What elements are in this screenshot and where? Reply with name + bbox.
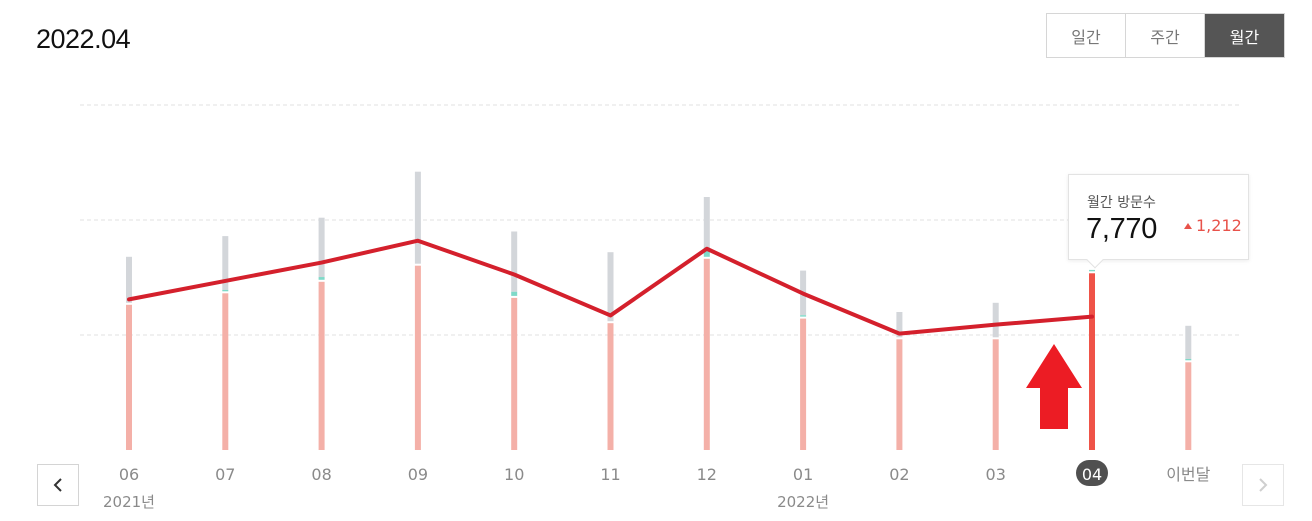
tooltip-label: 월간 방문수	[1087, 195, 1156, 211]
annotation-layer	[1026, 344, 1082, 429]
trend-line-layer	[127, 238, 1094, 336]
tooltip-delta-value: 1,212	[1196, 216, 1242, 235]
bar-top-3	[414, 171, 421, 264]
bar-top-6	[703, 197, 710, 248]
bar-top-2	[318, 217, 325, 278]
bar-top-9	[992, 302, 999, 338]
page-title: 2022.04	[36, 24, 131, 54]
x-tick-0: 06	[119, 465, 139, 484]
x-tick-3: 09	[408, 465, 428, 484]
bar-base-8	[896, 339, 903, 450]
x-tick-2: 08	[311, 465, 331, 484]
chevron-left-icon	[53, 478, 62, 492]
bar-base-6	[703, 258, 710, 450]
bar-top-0	[126, 256, 132, 303]
bar-base-11	[1185, 362, 1192, 450]
grid-layer	[80, 104, 1240, 336]
x-tick-5: 11	[600, 465, 620, 484]
chevron-right-icon	[1259, 478, 1268, 492]
period-toggle: 일간 주간 월간	[1046, 13, 1285, 58]
bar-mint-11	[1185, 358, 1192, 361]
x-tick-10: 04	[1082, 465, 1102, 484]
bars-layer	[126, 171, 1192, 450]
bar-top-4	[511, 231, 518, 292]
bar-base-4	[511, 297, 518, 450]
tooltip-value: 7,770	[1086, 213, 1158, 245]
bar-top-1	[222, 236, 229, 290]
x-tick-6: 12	[697, 465, 717, 484]
selected-tick-pill	[1076, 460, 1108, 486]
year-label-1: 2022년	[777, 493, 829, 511]
bar-mint-10	[1089, 269, 1095, 272]
x-axis: 06 07 08 09 10 11 12 01 02 03 04 이번달 2021년 2022년	[103, 460, 1211, 511]
bar-base-10	[1089, 273, 1095, 450]
tooltip-delta: 1,212	[1184, 216, 1242, 235]
bar-mint-6	[703, 247, 710, 257]
year-label-0: 2021년	[103, 493, 155, 511]
tab-monthly[interactable]: 월간	[1205, 14, 1284, 57]
bar-mint-7	[800, 315, 807, 317]
x-tick-9: 03	[986, 465, 1006, 484]
tab-weekly[interactable]: 주간	[1126, 14, 1205, 57]
chart-tooltip: 월간 방문수 7,770 1,212	[1068, 174, 1249, 269]
bar-base-2	[318, 281, 325, 450]
bar-base-7	[800, 318, 807, 450]
bar-top-5	[607, 252, 614, 322]
bar-mint-4	[511, 291, 518, 296]
bar-base-3	[414, 265, 421, 450]
x-tick-8: 02	[889, 465, 909, 484]
prev-page-button[interactable]	[37, 464, 79, 506]
x-tick-1: 07	[215, 465, 235, 484]
x-tick-7: 01	[793, 465, 813, 484]
trend-line	[127, 238, 1094, 336]
x-tick-11: 이번달	[1166, 465, 1210, 484]
tab-daily[interactable]: 일간	[1047, 14, 1126, 57]
bar-base-9	[992, 339, 999, 450]
bar-base-1	[222, 293, 229, 450]
x-tick-4: 10	[504, 465, 524, 484]
up-triangle-icon	[1184, 222, 1192, 229]
bar-base-0	[126, 304, 132, 450]
red-arrow-annotation	[1026, 344, 1082, 429]
bar-top-11	[1185, 325, 1192, 359]
bar-mint-2	[318, 277, 325, 280]
bar-base-5	[607, 323, 614, 450]
bar-top-8	[896, 312, 903, 338]
bar-mint-1	[222, 289, 229, 292]
next-page-button[interactable]	[1242, 464, 1284, 506]
